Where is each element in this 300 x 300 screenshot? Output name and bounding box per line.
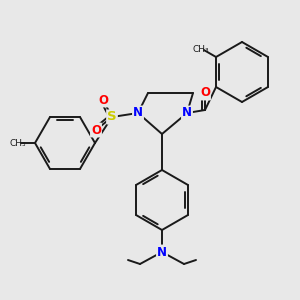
Text: CH₃: CH₃ [193, 45, 210, 54]
Text: CH₃: CH₃ [10, 139, 26, 148]
Text: N: N [157, 245, 167, 259]
Text: O: O [98, 94, 108, 106]
Text: S: S [107, 110, 117, 124]
Text: N: N [182, 106, 192, 119]
Text: O: O [200, 86, 210, 100]
Text: O: O [91, 124, 101, 136]
Text: N: N [133, 106, 143, 119]
